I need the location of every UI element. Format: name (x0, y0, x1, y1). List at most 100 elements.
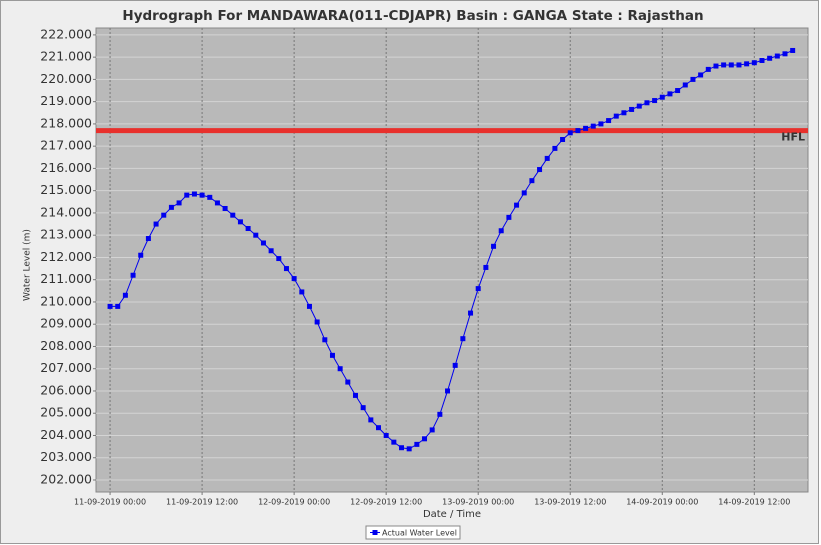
x-tick-label: 12-09-2019 12:00 (350, 498, 422, 507)
x-axis-label: Date / Time (423, 509, 481, 520)
y-tick-label: 205.000 (40, 405, 92, 420)
x-tick-label: 13-09-2019 00:00 (442, 498, 514, 507)
data-point (306, 303, 312, 309)
data-point (598, 121, 604, 127)
data-point (483, 264, 489, 270)
data-point (475, 286, 481, 292)
data-point (690, 76, 696, 82)
data-point (667, 91, 673, 97)
y-tick-label: 203.000 (40, 449, 92, 464)
data-point (782, 51, 788, 57)
data-point (199, 192, 205, 198)
y-tick-label: 216.000 (40, 160, 92, 175)
data-point (399, 445, 405, 451)
data-point (552, 145, 558, 151)
y-tick-label: 207.000 (40, 360, 92, 375)
data-point (237, 219, 243, 225)
data-point (299, 289, 305, 295)
data-point (721, 62, 727, 68)
data-point (521, 190, 527, 196)
data-point (744, 61, 750, 67)
data-point (191, 191, 197, 197)
x-tick-label: 11-09-2019 12:00 (166, 498, 238, 507)
data-point (705, 66, 711, 72)
data-point (659, 94, 665, 100)
data-point (698, 72, 704, 78)
data-point (759, 57, 765, 63)
data-point (107, 303, 113, 309)
data-point (544, 155, 550, 161)
data-point (122, 292, 128, 298)
x-tick-label: 13-09-2019 12:00 (534, 498, 606, 507)
data-point (352, 392, 358, 398)
y-tick-label: 209.000 (40, 316, 92, 331)
y-tick-label: 222.000 (40, 26, 92, 41)
data-point (529, 178, 535, 184)
data-point (583, 125, 589, 131)
data-point (268, 248, 274, 254)
data-point (491, 243, 497, 249)
data-point (222, 205, 228, 211)
data-point (391, 439, 397, 445)
y-axis-label: Water Level (m) (23, 229, 33, 301)
data-point (291, 276, 297, 282)
y-tick-label: 221.000 (40, 49, 92, 64)
y-tick-label: 217.000 (40, 138, 92, 153)
data-point (575, 128, 581, 134)
data-point (644, 100, 650, 106)
data-point (774, 53, 780, 59)
plot-area (95, 27, 809, 493)
data-point (452, 362, 458, 368)
data-point (429, 427, 435, 433)
data-point (636, 103, 642, 109)
legend-box (365, 525, 461, 540)
data-point (345, 379, 351, 385)
y-tick-label: 220.000 (40, 71, 92, 86)
y-tick-label: 212.000 (40, 249, 92, 264)
data-point (322, 337, 328, 343)
data-point (368, 417, 374, 423)
data-point (422, 436, 428, 442)
data-point (276, 256, 282, 262)
y-tick-label: 219.000 (40, 93, 92, 108)
data-point (790, 47, 796, 53)
data-point (498, 228, 504, 234)
x-tick-label: 11-09-2019 00:00 (74, 498, 146, 507)
y-tick-label: 204.000 (40, 427, 92, 442)
data-point (184, 192, 190, 198)
data-point (168, 204, 174, 210)
data-point (337, 366, 343, 372)
data-point (375, 425, 381, 431)
data-point (514, 202, 520, 208)
data-point (621, 110, 627, 116)
data-point (406, 446, 412, 452)
data-point (460, 336, 466, 342)
y-tick-label: 206.000 (40, 382, 92, 397)
y-tick-label: 210.000 (40, 293, 92, 308)
data-point (590, 123, 596, 129)
legend-label: Actual Water Level (382, 529, 457, 538)
x-tick-label: 12-09-2019 00:00 (258, 498, 330, 507)
data-point (414, 441, 420, 447)
x-tick-label: 14-09-2019 00:00 (626, 498, 698, 507)
data-point (360, 405, 366, 411)
data-point (736, 62, 742, 68)
data-point (207, 194, 213, 200)
data-point (214, 200, 220, 206)
data-point (283, 266, 289, 272)
data-point (437, 411, 443, 417)
y-tick-label: 208.000 (40, 338, 92, 353)
data-point (130, 272, 136, 278)
data-point (751, 60, 757, 66)
data-point (728, 62, 734, 68)
data-point (767, 55, 773, 61)
data-point (329, 352, 335, 358)
data-point (652, 98, 658, 104)
data-point (468, 310, 474, 316)
y-tick-label: 215.000 (40, 182, 92, 197)
data-point (629, 106, 635, 112)
data-point (560, 136, 566, 142)
data-point (314, 319, 320, 325)
